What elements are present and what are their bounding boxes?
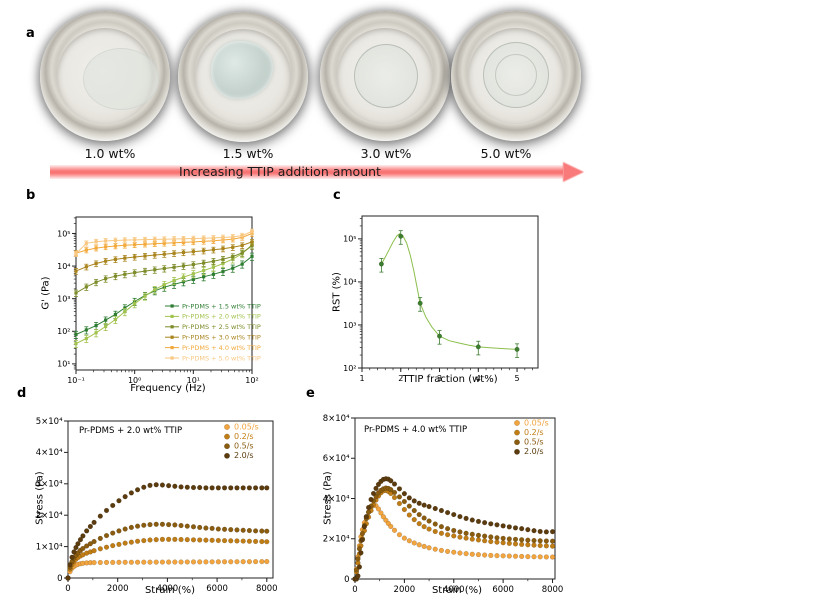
panel-a-letter: a (26, 26, 35, 41)
plate-label: 5.0 wt% (480, 146, 532, 161)
svg-text:Pr-PDMS + 5.0 wt% TTIP: Pr-PDMS + 5.0 wt% TTIP (182, 354, 261, 362)
svg-text:0.2/s: 0.2/s (234, 432, 254, 441)
svg-text:10⁰: 10⁰ (128, 376, 141, 385)
svg-text:2×10⁴: 2×10⁴ (36, 511, 63, 521)
dish-well (337, 28, 433, 124)
panel-c-xlabel: TTIP fraction (wt%) (402, 374, 498, 385)
svg-text:2000: 2000 (394, 585, 416, 595)
svg-text:10²: 10² (245, 376, 258, 385)
wrinkled-gel (211, 41, 273, 99)
svg-text:10⁵: 10⁵ (57, 229, 70, 238)
panel-b-xlabel: Frequency (Hz) (130, 383, 206, 394)
svg-text:3×10⁴: 3×10⁴ (36, 480, 63, 490)
panel-b-chart: 10⁻¹ 10⁰ 10¹ 10² 10¹ 10² 10³ 10⁴ 10⁵ Pr-PDMS + 1.… (30, 205, 322, 405)
svg-text:0.5/s: 0.5/s (524, 438, 544, 447)
petri-dish-3.0wt (320, 11, 450, 141)
panel-e-letter: e (306, 386, 315, 401)
svg-text:Pr-PDMS + 2.0 wt% TTIP: Pr-PDMS + 2.0 wt% TTIP (182, 313, 261, 321)
panel-b-ylabel: G' (Pa) (40, 276, 52, 310)
svg-text:Pr-PDMS + 1.5 wt% TTIP: Pr-PDMS + 1.5 wt% TTIP (182, 302, 261, 310)
panel-d-chart: 0 2000 4000 6000 8000 0 1×10⁴ 2×10⁴ 3×10⁴ 4×10⁴ 5×… (20, 410, 312, 608)
svg-text:4: 4 (476, 374, 481, 383)
svg-text:2.0/s: 2.0/s (234, 451, 254, 460)
panel-e-chart: 0 2000 4000 6000 8000 0 2×10⁴ 4×10⁴ 6×10⁴ 8×10⁴ 0.… (308, 407, 600, 608)
svg-text:Pr-PDMS + 2.5 wt% TTIP: Pr-PDMS + 2.5 wt% TTIP (182, 323, 261, 331)
panel-d-title: Pr-PDMS + 2.0 wt% TTIP (79, 426, 183, 436)
panel-c-ylabel: RST (%) (331, 272, 343, 312)
panel-c-letter: c (333, 188, 341, 203)
rst-plot: 1 2 3 4 5 10² 10³ 10⁴ 10⁵ (343, 215, 539, 383)
svg-text:0.2/s: 0.2/s (524, 428, 544, 437)
svg-text:10³: 10³ (57, 294, 70, 303)
svg-text:10¹: 10¹ (187, 376, 200, 385)
svg-text:4×10⁴: 4×10⁴ (323, 494, 350, 504)
svg-text:10³: 10³ (343, 321, 356, 330)
svg-text:5×10⁴: 5×10⁴ (36, 417, 63, 427)
petri-dish-5.0wt (451, 11, 581, 141)
svg-text:2000: 2000 (107, 584, 129, 594)
svg-text:10⁻¹: 10⁻¹ (67, 376, 85, 385)
gel-disc (483, 42, 549, 108)
svg-text:5: 5 (515, 374, 520, 383)
svg-text:8000: 8000 (542, 585, 564, 595)
svg-text:2.0/s: 2.0/s (524, 447, 544, 456)
svg-text:4000: 4000 (443, 585, 465, 595)
panel-b-letter: b (26, 188, 36, 203)
panel-e-title: Pr-PDMS + 4.0 wt% TTIP (364, 425, 468, 435)
svg-text:2×10⁴: 2×10⁴ (323, 535, 350, 545)
svg-text:6000: 6000 (492, 585, 514, 595)
panel-d-xlabel: Strain (%) (144, 585, 196, 596)
petri-dish-1.0wt (40, 11, 170, 141)
panel-c-chart: 1 2 3 4 5 10² 10³ 10⁴ 10⁵ (322, 205, 567, 403)
frequency-sweep-plot: 10⁻¹ 10⁰ 10¹ 10² 10¹ 10² 10³ 10⁴ 10⁵ Pr-PDMS + 1.… (57, 216, 261, 385)
dish-well (57, 28, 159, 124)
gel-disc (354, 44, 418, 108)
plate-label: 1.0 wt% (84, 146, 136, 161)
svg-text:6×10⁴: 6×10⁴ (323, 454, 350, 464)
svg-text:10²: 10² (57, 327, 70, 336)
svg-text:0.05/s: 0.05/s (524, 418, 549, 427)
svg-text:10²: 10² (343, 364, 356, 373)
svg-text:Pr-PDMS + 4.0 wt% TTIP: Pr-PDMS + 4.0 wt% TTIP (182, 344, 261, 352)
arrow-head-icon (563, 162, 584, 182)
svg-text:10¹: 10¹ (57, 360, 70, 369)
arrow-band (50, 165, 563, 179)
svg-text:8×10⁴: 8×10⁴ (323, 414, 350, 424)
svg-text:2: 2 (398, 374, 403, 383)
svg-text:Pr-PDMS + 3.0 wt% TTIP: Pr-PDMS + 3.0 wt% TTIP (182, 334, 261, 342)
svg-text:6000: 6000 (206, 584, 228, 594)
svg-text:10⁴: 10⁴ (57, 262, 70, 271)
gel-film (83, 48, 159, 110)
svg-text:10⁵: 10⁵ (343, 235, 356, 244)
svg-text:4000: 4000 (157, 584, 179, 594)
stress-strain-plot-2wt: 0 2000 4000 6000 8000 0 1×10⁴ 2×10⁴ 3×10⁴ 4×10⁴ 5×… (36, 417, 278, 594)
svg-text:3: 3 (437, 374, 442, 383)
svg-text:4×10⁴: 4×10⁴ (36, 448, 63, 458)
panel-e-xlabel: Strain (%) (431, 585, 483, 596)
dish-well (195, 29, 291, 125)
dish-well (468, 28, 564, 124)
svg-text:0.5/s: 0.5/s (234, 442, 254, 451)
svg-text:0: 0 (352, 585, 357, 595)
panel-d-letter: d (17, 386, 27, 401)
svg-text:0: 0 (65, 584, 70, 594)
arrow-label: Increasing TTIP addition amount (179, 164, 381, 179)
svg-text:0: 0 (344, 575, 349, 585)
svg-text:1×10⁴: 1×10⁴ (36, 542, 63, 552)
stress-strain-plot-4wt: 0 2000 4000 6000 8000 0 2×10⁴ 4×10⁴ 6×10⁴ 8×10⁴ 0.… (323, 414, 564, 595)
petri-dish-1.5wt (178, 12, 308, 142)
svg-text:0: 0 (57, 574, 62, 584)
svg-text:0.05/s: 0.05/s (234, 422, 259, 431)
plate-label: 3.0 wt% (360, 146, 412, 161)
svg-text:10⁴: 10⁴ (343, 278, 356, 287)
plate-label: 1.5 wt% (222, 146, 274, 161)
svg-text:8000: 8000 (256, 584, 278, 594)
panel-e-ylabel: Stress (Pa) (322, 471, 334, 525)
panel-d-ylabel: Stress (Pa) (34, 471, 46, 525)
svg-text:1: 1 (359, 374, 364, 383)
